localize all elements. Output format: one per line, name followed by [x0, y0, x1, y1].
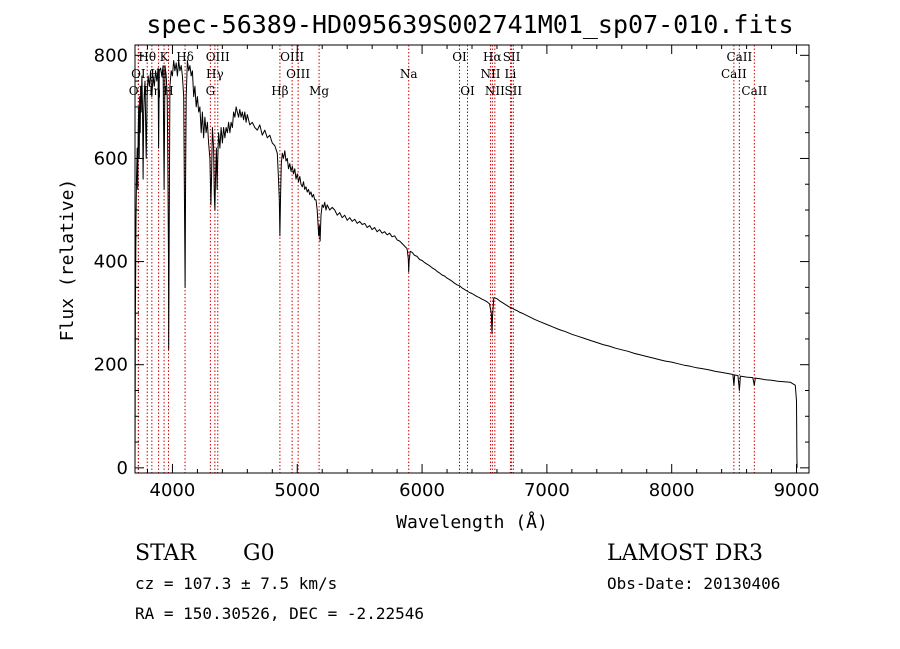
line-marker-label: OIII — [280, 50, 304, 64]
x-tick-label: 7000 — [524, 480, 570, 501]
y-axis-ticks: 0 200 400 600 800 — [94, 45, 809, 479]
line-marker-label: CaII — [741, 84, 767, 98]
line-marker-label: K — [160, 50, 170, 64]
x-tick-label: 8000 — [649, 480, 695, 501]
y-tick-label: 600 — [94, 148, 128, 169]
x-tick-label: 6000 — [399, 480, 445, 501]
line-marker-label: SII — [504, 84, 522, 98]
line-marker-label: G — [206, 84, 216, 98]
y-axis-label: Flux (relative) — [57, 179, 78, 342]
line-marker-label: SII — [503, 50, 521, 64]
spectrum-line — [134, 60, 798, 468]
x-tick-label: 4000 — [150, 480, 196, 501]
line-marker-label: OI — [460, 84, 475, 98]
x-tick-label: 5000 — [274, 480, 320, 501]
line-marker-label: OII — [129, 84, 149, 98]
spectrum-layer — [134, 60, 798, 468]
line-marker-label: OIII — [286, 67, 310, 81]
coordinates: RA = 150.30526, DEC = -2.22546 — [135, 604, 424, 623]
object-class: STAR — [135, 541, 197, 566]
line-marker-label: Mg — [309, 84, 329, 98]
line-marker-label: NII — [480, 67, 500, 81]
line-marker-label: Hβ — [271, 84, 288, 98]
y-tick-label: 400 — [94, 252, 128, 273]
line-marker-label: NII — [485, 84, 505, 98]
x-tick-label: 9000 — [774, 480, 820, 501]
object-subclass: G0 — [243, 541, 275, 566]
y-tick-label: 800 — [94, 45, 128, 66]
line-marker-label: OI — [452, 50, 467, 64]
line-marker-label: Na — [400, 67, 418, 81]
line-marker-label: OI — [131, 67, 146, 81]
line-marker-label: Hγ — [206, 67, 224, 81]
x-axis-ticks: 4000 5000 6000 7000 8000 9000 — [146, 45, 820, 501]
line-marker-label: OIII — [206, 50, 230, 64]
y-tick-label: 200 — [94, 355, 128, 376]
line-marker-label: Hα — [483, 50, 502, 64]
line-marker-label: Hθ — [138, 50, 156, 64]
x-axis-label: Wavelength (Å) — [396, 511, 548, 533]
line-marker-label: CaII — [726, 50, 752, 64]
chart-title: spec-56389-HD095639S002741M01_sp07-010.f… — [146, 10, 793, 39]
line-marker-label: Li — [505, 67, 517, 81]
observation-date: Obs-Date: 20130406 — [607, 574, 780, 593]
line-marker-label: Hδ — [176, 50, 194, 64]
line-marker-label: CaII — [721, 67, 747, 81]
line-marker-label: H — [163, 84, 173, 98]
survey-name: LAMOST DR3 — [607, 541, 763, 566]
redshift-velocity: cz = 107.3 ± 7.5 km/s — [135, 574, 337, 593]
y-tick-label: 0 — [117, 458, 128, 479]
line-markers — [137, 45, 755, 473]
